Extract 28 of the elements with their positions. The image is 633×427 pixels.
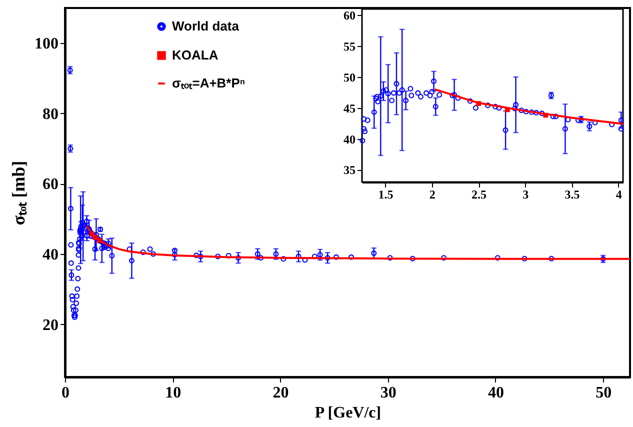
y-tick-label: 100: [34, 36, 58, 53]
x-tick-label: 2: [429, 188, 436, 202]
y-tick-label: 60: [42, 176, 58, 194]
y-tick-label: 50: [344, 70, 356, 84]
y-tick-label: 60: [344, 8, 356, 23]
y-tick-label: 40: [42, 246, 58, 264]
x-tick-label: 2.5: [472, 188, 487, 202]
y-tick-label: 80: [42, 106, 58, 123]
x-tick-label: 50: [596, 384, 612, 402]
y-tick-label: 20: [42, 316, 58, 334]
y-tick-label: 35: [344, 163, 356, 178]
x-tick-label: 0: [62, 384, 70, 402]
x-tick-label: 3.5: [564, 188, 580, 202]
y-axis-title: σₜₒₜ [mb]: [8, 160, 28, 226]
x-tick-label: 40: [488, 384, 504, 402]
y-tick-label: 55: [344, 40, 356, 54]
x-tick-label: 10: [165, 384, 182, 402]
legend-label: World data: [172, 18, 240, 34]
x-tick-label: 30: [380, 384, 396, 402]
y-tick-label: 45: [344, 101, 356, 116]
x-tick-label: 3: [522, 188, 529, 202]
x-axis-title: P [GeV/c]: [314, 404, 382, 422]
y-tick-label: 40: [344, 132, 356, 146]
x-tick-label: 4: [616, 188, 622, 202]
legend-label: KOALA: [172, 48, 219, 62]
x-tick-label: 1.5: [378, 188, 394, 202]
legend-label: σₜₒₜ=A+B*Pⁿ: [172, 76, 246, 90]
x-tick-label: 20: [272, 384, 289, 402]
